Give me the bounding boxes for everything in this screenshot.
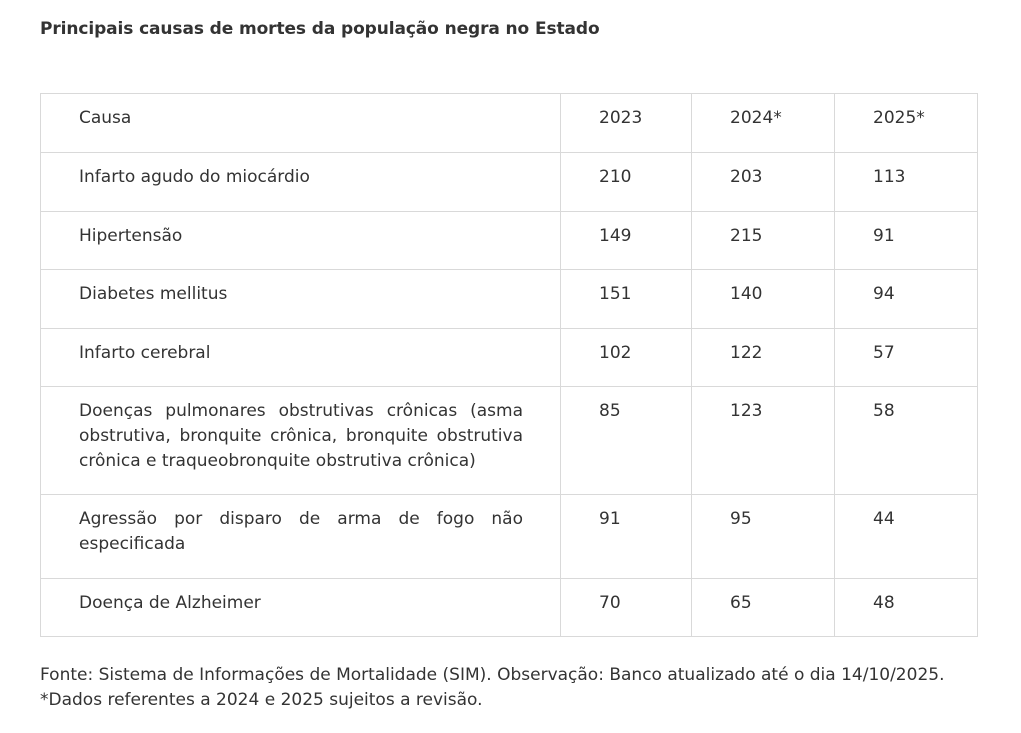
table-row: Infarto agudo do miocárdio 210 203 113: [40, 152, 978, 212]
value-2023-cell: 102: [560, 328, 692, 387]
value-2025-cell: 91: [834, 211, 978, 270]
cause-cell: Doença de Alzheimer: [40, 578, 561, 637]
column-header-2025: 2025*: [834, 93, 978, 153]
value-2023-cell: 85: [560, 386, 692, 495]
table-row: Doença de Alzheimer 70 65 48: [40, 578, 978, 637]
page-title: Principais causas de mortes da população…: [40, 19, 600, 39]
table-row: Diabetes mellitus 151 140 94: [40, 269, 978, 329]
table-row: Hipertensão 149 215 91: [40, 211, 978, 270]
cause-cell: Diabetes mellitus: [40, 269, 561, 329]
value-2025-cell: 57: [834, 328, 978, 387]
cause-cell: Doenças pulmonares obstrutivas crônicas …: [40, 386, 561, 495]
value-2024-cell: 123: [691, 386, 835, 495]
table-header-row: Causa 2023 2024* 2025*: [40, 93, 978, 153]
cause-cell: Infarto agudo do miocárdio: [40, 152, 561, 212]
source-note: Fonte: Sistema de Informações de Mortali…: [40, 665, 945, 685]
table-row: Agressão por disparo de arma de fogo não…: [40, 494, 978, 579]
value-2023-cell: 70: [560, 578, 692, 637]
table-row: Doenças pulmonares obstrutivas crônicas …: [40, 386, 978, 495]
column-header-2024: 2024*: [691, 93, 835, 153]
column-header-2023: 2023: [560, 93, 692, 153]
value-2023-cell: 151: [560, 269, 692, 329]
table-row: Infarto cerebral 102 122 57: [40, 328, 978, 387]
value-2024-cell: 65: [691, 578, 835, 637]
revision-note: *Dados referentes a 2024 e 2025 sujeitos…: [40, 690, 483, 710]
value-2025-cell: 113: [834, 152, 978, 212]
cause-cell: Agressão por disparo de arma de fogo não…: [40, 494, 561, 579]
causes-table: Causa 2023 2024* 2025* Infarto agudo do …: [40, 93, 978, 637]
value-2024-cell: 215: [691, 211, 835, 270]
value-2023-cell: 91: [560, 494, 692, 579]
value-2025-cell: 44: [834, 494, 978, 579]
value-2024-cell: 95: [691, 494, 835, 579]
value-2024-cell: 122: [691, 328, 835, 387]
value-2023-cell: 210: [560, 152, 692, 212]
value-2024-cell: 140: [691, 269, 835, 329]
value-2025-cell: 94: [834, 269, 978, 329]
value-2025-cell: 48: [834, 578, 978, 637]
cause-cell: Hipertensão: [40, 211, 561, 270]
table-footer: Fonte: Sistema de Informações de Mortali…: [40, 663, 944, 713]
column-header-causa: Causa: [40, 93, 561, 153]
cause-cell: Infarto cerebral: [40, 328, 561, 387]
value-2025-cell: 58: [834, 386, 978, 495]
value-2024-cell: 203: [691, 152, 835, 212]
value-2023-cell: 149: [560, 211, 692, 270]
